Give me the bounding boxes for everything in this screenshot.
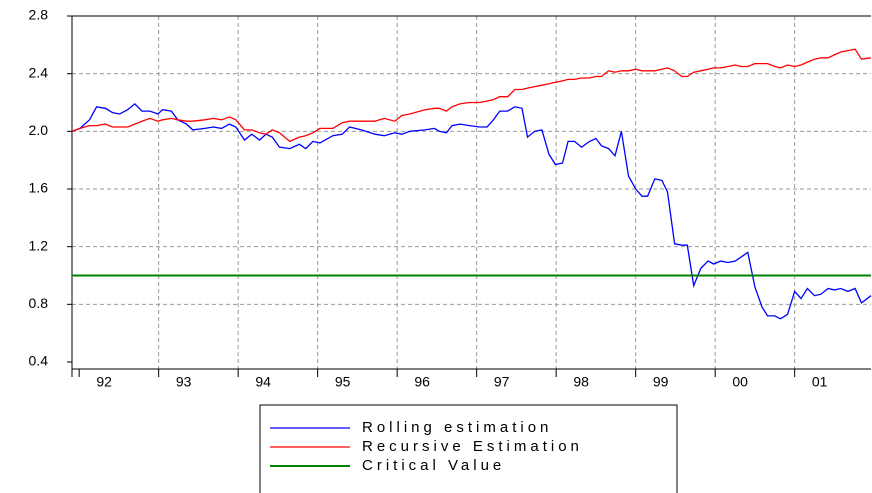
x-tick-label: 95 [335,374,351,390]
x-tick-label: 00 [732,374,748,390]
x-tick-label: 94 [255,374,271,390]
y-tick-label: 1.2 [29,237,49,253]
series-line [71,48,872,143]
legend-box [259,404,678,493]
legend-label: Rolling estimation [362,419,552,436]
x-tick-label: 01 [812,374,828,390]
x-tick-label: 92 [96,374,112,390]
y-tick-label: 2.8 [29,7,49,23]
legend-label: Recursive Estimation [362,438,583,455]
legend-label: Critical Value [362,457,505,474]
y-tick-label: 1.6 [29,180,49,196]
y-tick-label: 0.8 [29,295,49,311]
x-tick-label: 99 [653,374,669,390]
series-line [71,103,872,320]
y-tick-label: 0.4 [29,353,49,369]
y-tick-label: 2.4 [29,64,49,80]
x-tick-label: 97 [494,374,510,390]
x-tick-label: 96 [414,374,430,390]
x-tick-label: 93 [176,374,192,390]
x-tick-label: 98 [573,374,589,390]
y-tick-label: 2.0 [29,122,49,138]
